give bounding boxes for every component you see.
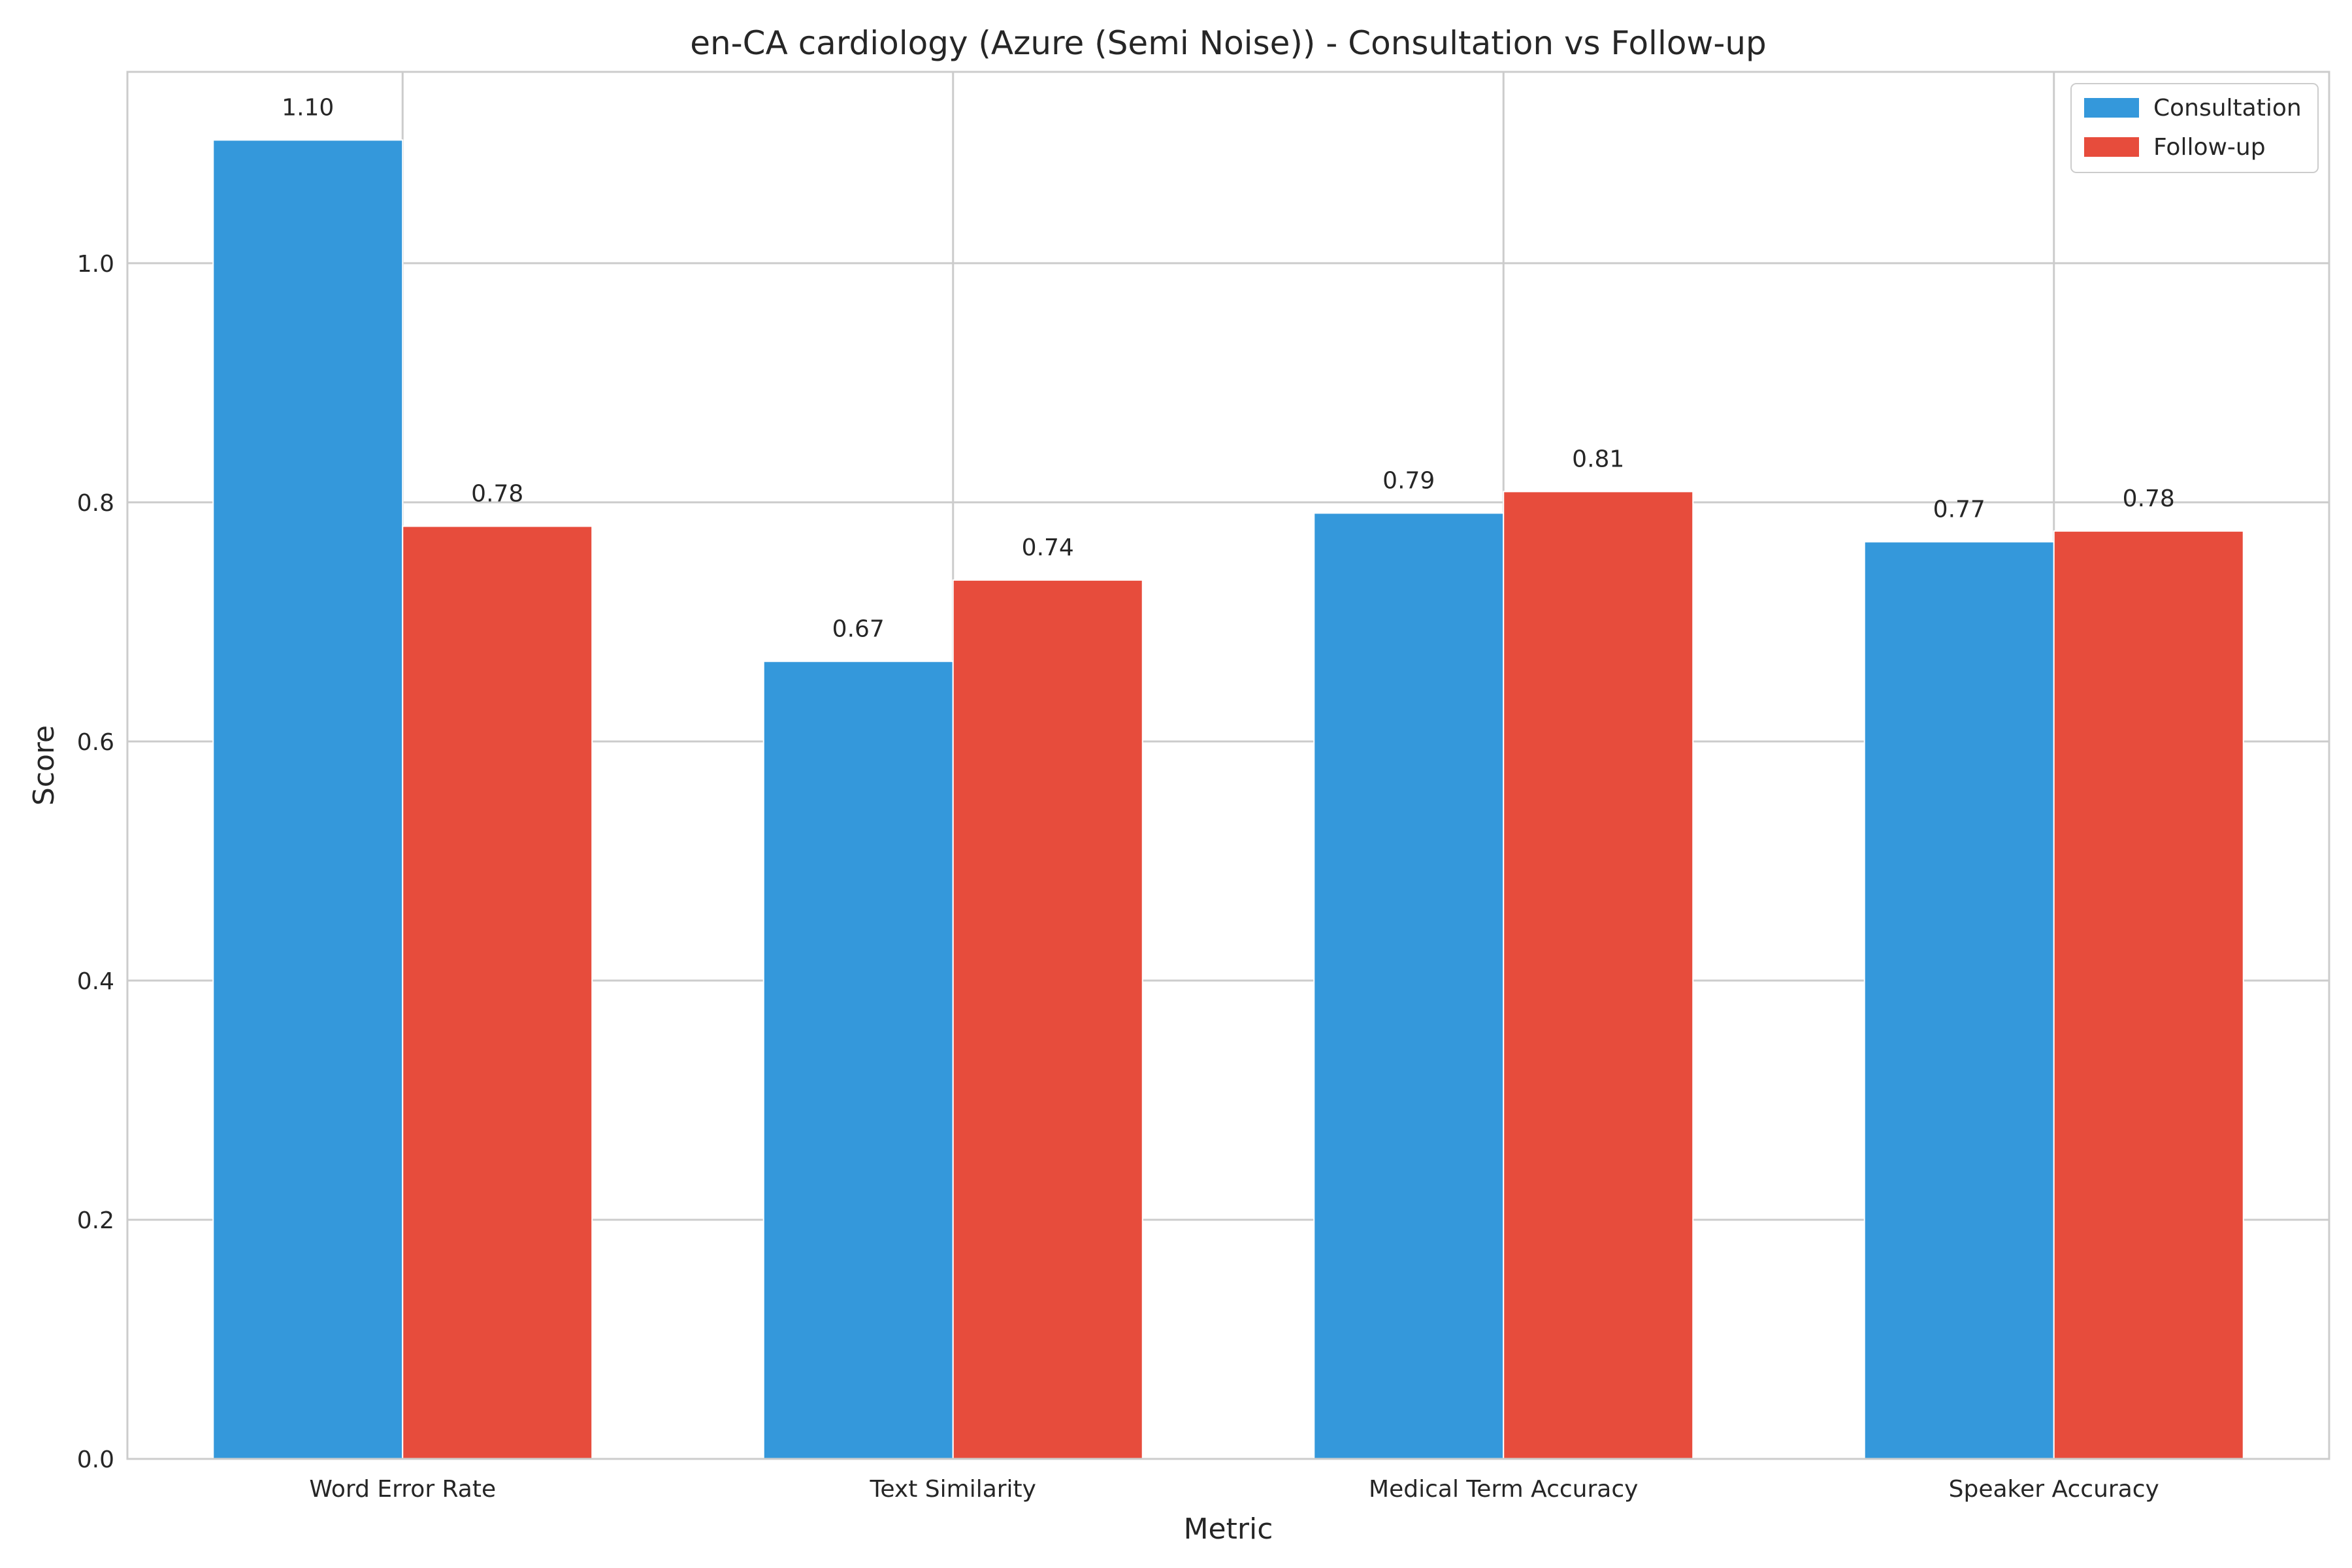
bar-value-label: 0.78 bbox=[471, 480, 523, 507]
x-axis-ticks: Word Error Rate Text Similarity Medical Te… bbox=[309, 1476, 2159, 1503]
x-tick-label: Speaker Accuracy bbox=[1949, 1476, 2159, 1503]
bar-value-label: 0.79 bbox=[1382, 467, 1435, 494]
bar-value-label: 0.81 bbox=[1572, 446, 1624, 472]
legend-swatch bbox=[2084, 137, 2139, 157]
y-axis-label: Score bbox=[27, 725, 61, 806]
bar-consultation bbox=[1313, 512, 1505, 1460]
bar-follow-up bbox=[2053, 530, 2244, 1460]
bar-value-label: 0.78 bbox=[2123, 485, 2175, 512]
legend-label: Follow-up bbox=[2153, 134, 2266, 161]
x-axis-label: Metric bbox=[1184, 1512, 1273, 1546]
bar-follow-up bbox=[952, 579, 1143, 1460]
bar-value-label: 0.77 bbox=[1933, 496, 1985, 523]
value-labels: 1.10 0.67 0.79 0.77 0.78 0.74 0.81 0.78 bbox=[282, 94, 2175, 642]
bars bbox=[212, 139, 2244, 1460]
y-tick-label: 0.0 bbox=[77, 1446, 114, 1473]
y-tick-label: 0.6 bbox=[77, 729, 114, 756]
y-tick-label: 0.2 bbox=[77, 1207, 114, 1234]
bar-value-label: 1.10 bbox=[282, 94, 334, 121]
y-tick-label: 0.4 bbox=[77, 968, 114, 995]
bar-consultation bbox=[1863, 541, 2055, 1460]
legend-swatch bbox=[2084, 98, 2139, 118]
bar-consultation bbox=[212, 139, 404, 1460]
bar-value-label: 0.74 bbox=[1022, 534, 1074, 561]
y-tick-label: 1.0 bbox=[77, 251, 114, 278]
y-tick-label: 0.8 bbox=[77, 490, 114, 517]
chart-title: en-CA cardiology (Azure (Semi Noise)) - … bbox=[690, 24, 1767, 62]
x-tick-label: Word Error Rate bbox=[309, 1476, 496, 1503]
y-axis-ticks: 0.0 0.2 0.4 0.6 0.8 1.0 bbox=[77, 251, 114, 1473]
legend: Consultation Follow-up bbox=[2070, 83, 2319, 173]
legend-label: Consultation bbox=[2153, 95, 2302, 122]
x-tick-label: Medical Term Accuracy bbox=[1369, 1476, 1638, 1503]
x-tick-label: Text Similarity bbox=[870, 1476, 1036, 1503]
bar-value-label: 0.67 bbox=[832, 615, 885, 642]
bar-follow-up bbox=[402, 525, 593, 1460]
bar-consultation bbox=[762, 661, 954, 1460]
plot-frame bbox=[126, 71, 2330, 1460]
bar-follow-up bbox=[1503, 491, 1694, 1460]
